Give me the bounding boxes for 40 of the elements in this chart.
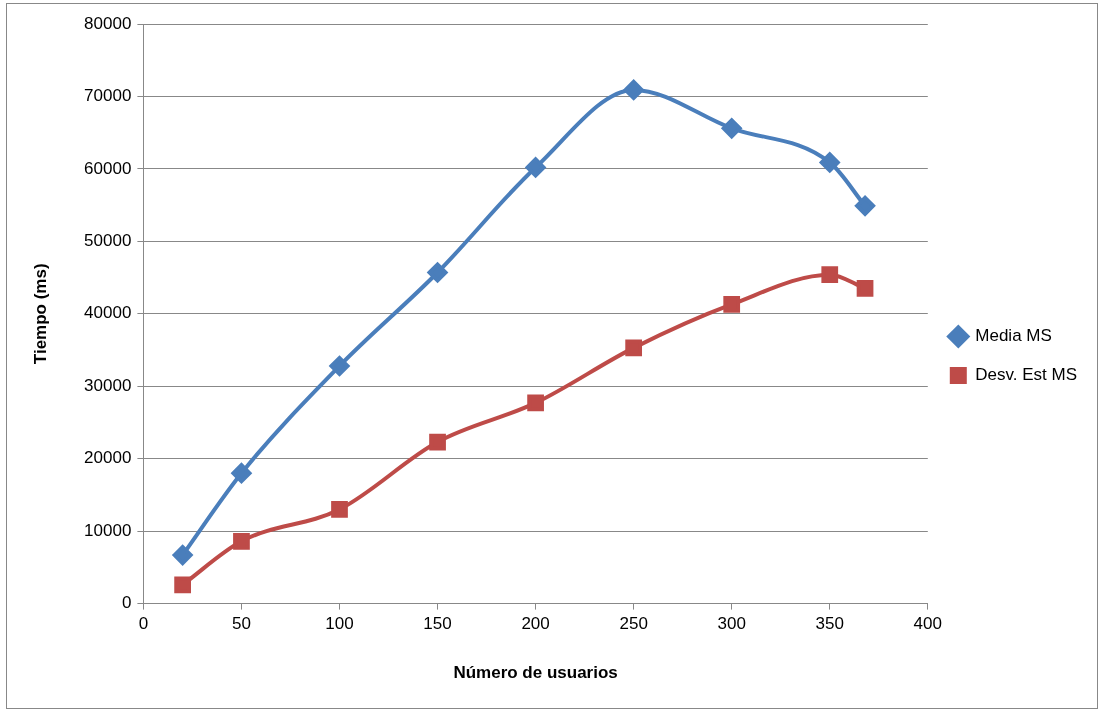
y-tick-label: 40000: [84, 303, 132, 323]
point: [174, 576, 191, 594]
y-tick-label: 50000: [84, 231, 132, 251]
y-tick-label: 70000: [84, 86, 132, 106]
point: [331, 501, 348, 518]
point: [233, 532, 250, 550]
point: [821, 266, 839, 284]
point: [855, 195, 876, 216]
x-tick-label: 300: [717, 613, 746, 633]
y-tick-label: 80000: [84, 13, 132, 33]
point: [525, 157, 546, 178]
point: [623, 79, 644, 100]
y-tick-label: 10000: [84, 520, 132, 540]
point: [172, 545, 193, 566]
point: [723, 296, 741, 313]
legend-label: Media MS: [975, 326, 1052, 346]
y-axis-title: Tiempo (ms): [30, 263, 50, 365]
point: [427, 262, 448, 283]
x-tick-label: 200: [521, 613, 550, 633]
x-tick-label: 400: [913, 613, 942, 633]
y-tick-label: 0: [121, 593, 132, 613]
x-tick-label: 50: [232, 613, 251, 633]
y-tick-label: 30000: [84, 375, 132, 395]
x-tick-label: 350: [815, 613, 844, 633]
point: [527, 394, 544, 412]
point: [856, 280, 874, 297]
legend-label: Desv. Est MS: [975, 365, 1077, 385]
x-axis-title: Número de usuarios: [453, 663, 618, 683]
x-tick-label: 100: [325, 613, 354, 633]
y-tick-label: 60000: [84, 158, 132, 178]
point: [329, 355, 350, 376]
y-tick-label: 20000: [84, 448, 132, 468]
point: [819, 152, 840, 173]
point: [721, 118, 742, 139]
point: [625, 339, 643, 357]
point: [231, 463, 252, 484]
x-tick-label: 0: [138, 613, 149, 633]
point: [429, 433, 446, 451]
x-tick-label: 250: [619, 613, 648, 633]
x-tick-label: 150: [423, 613, 452, 633]
